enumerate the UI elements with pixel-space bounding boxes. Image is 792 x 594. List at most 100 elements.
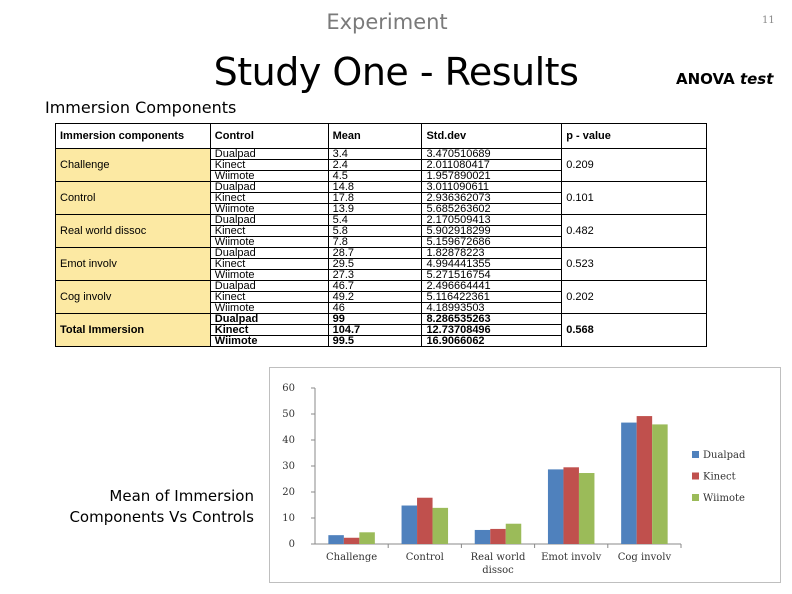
stddev-value: 5.159672686	[421, 236, 563, 248]
table-subtitle: Immersion Components	[45, 98, 237, 117]
stddev-value: 3.011090611	[421, 181, 563, 193]
x-tick-label: Emot involv	[541, 552, 602, 563]
stddev-value: 1.82878223	[421, 247, 563, 259]
mean-value: 28.7	[327, 247, 423, 259]
stddev-value: 4.18993503	[421, 302, 563, 314]
bar-wiimote	[432, 507, 449, 544]
p-value: 0.523	[561, 247, 707, 281]
control-name: Dualpad	[209, 313, 329, 325]
header-stddev: Std.dev	[421, 123, 563, 149]
chart-caption-line2: Components Vs Controls	[69, 508, 254, 526]
bar-dualpad	[474, 529, 491, 544]
mean-value: 14.8	[327, 181, 423, 193]
table-row: Kinect 2.4 2.011080417	[56, 159, 707, 171]
p-value: 0.209	[561, 148, 707, 182]
mean-value: 46.7	[327, 280, 423, 292]
anova-label: ANOVA test	[676, 70, 773, 88]
y-tick-label: 0	[289, 539, 295, 550]
control-name: Kinect	[209, 159, 329, 171]
stddev-value: 2.936362073	[421, 192, 563, 204]
table-row: Control Dualpad 14.8 3.011090611 0.101	[55, 181, 707, 215]
mean-value: 5.4	[327, 214, 423, 226]
component-name: Challenge	[55, 148, 211, 182]
bar-dualpad	[328, 535, 344, 544]
table-row: Wiimote 46 4.18993503	[56, 302, 707, 314]
stddev-value: 5.902918299	[421, 225, 563, 237]
x-tick-label: Real world	[471, 552, 526, 563]
table-row: Kinect 17.8 2.936362073	[56, 192, 707, 204]
legend-label: Wiimote	[703, 493, 745, 504]
bar-kinect	[563, 467, 579, 544]
y-tick-label: 20	[282, 487, 295, 498]
results-table: Immersion components Control Mean Std.de…	[55, 123, 707, 347]
header-p-value: p - value	[561, 123, 707, 149]
control-name: Dualpad	[209, 148, 329, 160]
stddev-value: 5.685263602	[421, 203, 563, 215]
control-name: Dualpad	[209, 214, 329, 226]
p-value: 0.482	[561, 214, 707, 248]
mean-value: 3.4	[327, 148, 423, 160]
immersion-bar-chart: 0 10 20 30 40 50 60 Challenge Control Real world d…	[269, 367, 781, 583]
stddev-value: 12.73708496	[421, 324, 563, 336]
control-name: Wiimote	[209, 302, 329, 314]
stddev-value: 16.9066062	[421, 335, 563, 347]
mean-value: 7.8	[327, 236, 423, 248]
component-name: Real world dissoc	[55, 214, 211, 248]
component-name: Control	[55, 181, 211, 215]
bar-wiimote	[359, 532, 375, 544]
mean-value: 29.5	[327, 258, 423, 270]
mean-value: 46	[327, 302, 423, 314]
stddev-value: 2.170509413	[421, 214, 563, 226]
mean-value: 4.5	[327, 170, 423, 182]
mean-value: 99	[327, 313, 423, 325]
y-tick-label: 60	[282, 383, 295, 394]
table-row: Challenge Dualpad 3.4 3.470510689 0.209	[55, 148, 707, 182]
control-name: Dualpad	[209, 181, 329, 193]
table-row: Wiimote 13.9 5.685263602	[56, 203, 707, 215]
bar-dualpad	[621, 422, 637, 544]
bar-kinect	[417, 497, 433, 544]
x-tick-label: Cog involv	[618, 552, 672, 563]
stddev-value: 5.271516754	[421, 269, 563, 281]
legend-swatch	[692, 472, 699, 480]
x-tick-label: Control	[406, 552, 444, 563]
mean-value: 13.9	[327, 203, 423, 215]
bar-kinect	[343, 537, 360, 544]
control-name: Wiimote	[209, 203, 329, 215]
table-row: Real world dissoc Dualpad 5.4 2.170509413 0.…	[55, 214, 707, 248]
component-name: Emot involv	[55, 247, 211, 281]
control-name: Wiimote	[209, 335, 329, 347]
bar-wiimote	[505, 523, 522, 544]
legend-swatch	[692, 451, 699, 458]
table-row: Kinect 104.7 12.73708496	[56, 324, 707, 336]
bar-dualpad	[547, 469, 564, 544]
control-name: Wiimote	[209, 269, 329, 281]
stddev-value: 4.994441355	[421, 258, 563, 270]
legend-swatch	[692, 494, 699, 501]
bar-kinect	[636, 416, 653, 544]
control-name: Kinect	[209, 192, 329, 204]
y-tick-label: 40	[282, 435, 295, 446]
mean-value: 99.5	[327, 335, 423, 347]
mean-value: 17.8	[327, 192, 423, 204]
table-row: Wiimote 27.3 5.271516754	[56, 269, 707, 281]
mean-value: 104.7	[327, 324, 423, 336]
anova-word: ANOVA	[676, 70, 735, 88]
y-tick-label: 30	[282, 461, 295, 472]
component-name: Total Immersion	[55, 313, 211, 347]
chart-caption: Mean of Immersion Components Vs Controls	[40, 486, 254, 528]
legend-label: Kinect	[703, 472, 736, 483]
header-components: Immersion components	[55, 123, 211, 149]
p-value: 0.101	[561, 181, 707, 215]
control-name: Kinect	[209, 225, 329, 237]
mean-value: 2.4	[327, 159, 423, 171]
bar-dualpad	[401, 505, 418, 544]
mean-value: 49.2	[327, 291, 423, 303]
control-name: Dualpad	[209, 280, 329, 292]
mean-value: 5.8	[327, 225, 423, 237]
mean-value: 27.3	[327, 269, 423, 281]
control-name: Wiimote	[209, 170, 329, 182]
p-value: 0.568	[561, 313, 707, 347]
control-name: Dualpad	[209, 247, 329, 259]
y-tick-label: 50	[282, 409, 295, 420]
